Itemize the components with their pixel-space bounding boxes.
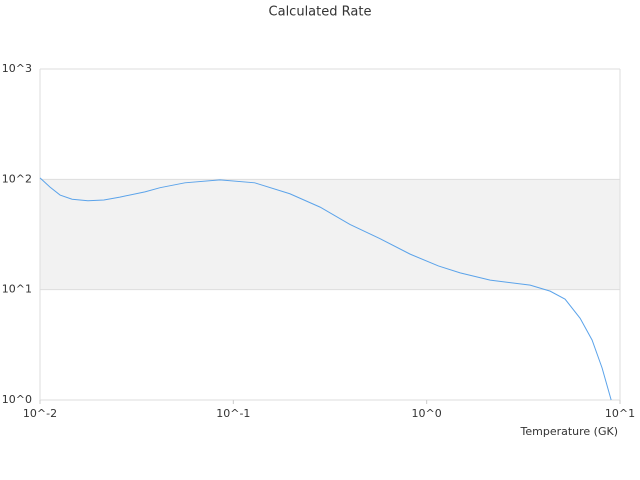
x-axis-label: Temperature (GK): [520, 425, 619, 438]
y-tick-label: 10^2: [2, 172, 32, 185]
y-tick-label: 10^3: [2, 62, 32, 75]
chart-title: Calculated Rate: [269, 5, 372, 20]
plot-background: [40, 179, 620, 290]
x-tick-label: 10^-1: [216, 407, 250, 420]
x-tick-label: 10^1: [605, 407, 635, 420]
x-tick-label: 10^-2: [23, 407, 57, 420]
x-tick-label: 10^0: [412, 407, 442, 420]
y-tick-label: 10^1: [2, 283, 32, 296]
y-tick-label: 10^0: [2, 393, 32, 406]
data-line: [39, 177, 612, 401]
grid-band: [40, 179, 620, 290]
